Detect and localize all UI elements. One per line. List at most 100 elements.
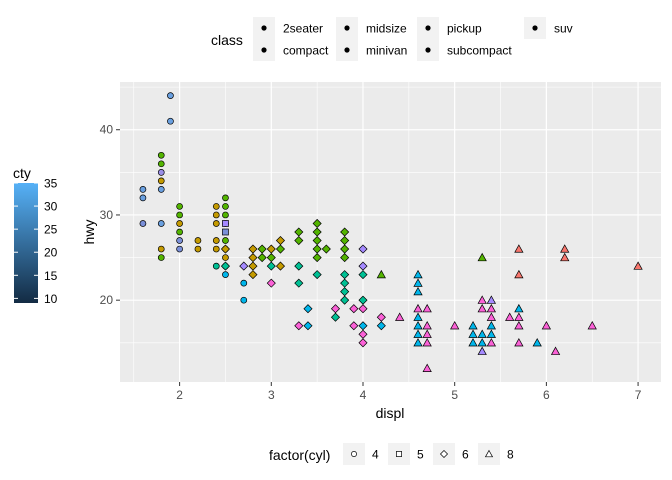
- data-point-cyl-8: [486, 303, 497, 313]
- data-point-cyl-6: [358, 304, 368, 314]
- data-point-cyl-4: [176, 203, 183, 210]
- data-point-cyl-8: [422, 320, 432, 330]
- legend-class-label: suv: [554, 22, 573, 36]
- data-point-cyl-8: [477, 295, 487, 304]
- data-point-cyl-4: [157, 160, 165, 168]
- data-point-cyl-8: [413, 320, 423, 330]
- data-point-cyl-8: [422, 303, 432, 313]
- y-tick-label: 20: [100, 293, 114, 307]
- data-point-cyl-8: [395, 312, 405, 321]
- data-point-cyl-8: [477, 346, 487, 355]
- data-point-cyl-8: [514, 269, 524, 279]
- data-point-cyl-4: [222, 237, 229, 244]
- data-point-cyl-4: [212, 220, 220, 227]
- data-point-cyl-4: [222, 254, 229, 261]
- data-point-cyl-5: [222, 220, 229, 227]
- data-point-cyl-6: [294, 261, 304, 271]
- y-tick-label: 30: [100, 208, 114, 222]
- data-point-cyl-8: [486, 295, 497, 304]
- data-point-cyl-4: [194, 237, 202, 244]
- data-point-cyl-6: [330, 312, 341, 322]
- data-point-cyl-8: [550, 346, 561, 355]
- data-point-cyl-8: [477, 303, 487, 313]
- data-point-cyl-4: [240, 279, 248, 287]
- data-point-cyl-4: [212, 211, 220, 219]
- legend-class-label: 2seater: [283, 22, 323, 36]
- data-point-cyl-4: [157, 177, 165, 185]
- data-point-cyl-4: [212, 245, 220, 253]
- data-point-cyl-4: [167, 117, 174, 125]
- data-point-cyl-4: [212, 262, 220, 270]
- data-point-cyl-8: [477, 338, 487, 347]
- legend-class-key: [532, 25, 538, 31]
- data-point-cyl-6: [312, 253, 322, 263]
- legend-cyl-key: [351, 451, 357, 457]
- data-point-cyl-8: [560, 252, 570, 262]
- data-point-cyl-8: [514, 244, 524, 253]
- data-point-cyl-8: [486, 338, 497, 347]
- x-axis-ticks: 2 3 4 5 6 7: [176, 382, 642, 402]
- data-point-cyl-6: [294, 278, 304, 288]
- data-point-cyl-8: [422, 338, 432, 347]
- cty-colorbar: [14, 183, 38, 303]
- data-point-cyl-6: [266, 261, 276, 271]
- data-point-cyl-4: [157, 186, 165, 193]
- legend-class-title: class: [211, 32, 243, 48]
- data-point-cyl-8: [514, 320, 524, 330]
- data-point-cyl-4: [157, 220, 165, 227]
- legend-cyl-key: [484, 449, 494, 458]
- data-point-cyl-6: [239, 261, 249, 271]
- data-point-cyl-8: [413, 338, 423, 347]
- data-point-cyl-6: [349, 304, 359, 314]
- data-point-cyl-8: [532, 338, 542, 347]
- cty-tick-label: 10: [44, 292, 58, 306]
- data-point-cyl-8: [422, 363, 432, 372]
- data-point-cyl-8: [541, 320, 552, 330]
- legend-cty-title: cty: [13, 165, 31, 181]
- data-point-cyl-8: [450, 320, 460, 330]
- data-point-cyl-4: [157, 254, 165, 261]
- y-tick-label: 40: [100, 123, 114, 137]
- data-point-cyl-8: [413, 286, 423, 296]
- legend-class-key: [425, 47, 431, 53]
- legend-class-key: [425, 25, 431, 31]
- legend-class-label: subcompact: [447, 44, 512, 58]
- x-axis-title: displ: [376, 405, 405, 421]
- data-point-cyl-4: [139, 220, 147, 227]
- cty-tick-label: 25: [44, 223, 58, 237]
- data-point-cyl-4: [176, 245, 183, 253]
- y-axis-title: hwy: [81, 220, 97, 245]
- legend-class-key: [261, 47, 267, 53]
- data-point-cyl-8: [514, 312, 524, 321]
- data-point-cyl-8: [413, 303, 423, 313]
- data-point-cyl-6: [303, 304, 313, 314]
- data-point-cyl-8: [477, 252, 487, 262]
- data-point-cyl-6: [312, 270, 322, 280]
- data-point-cyl-8: [486, 320, 497, 330]
- legend-class-label: midsize: [366, 22, 407, 36]
- data-point-cyl-6: [303, 321, 313, 331]
- data-point-cyl-6: [266, 278, 276, 288]
- legend-cyl-key: [439, 449, 449, 459]
- data-point-cyl-8: [376, 269, 386, 279]
- data-point-cyl-6: [376, 321, 386, 331]
- data-point-cyl-6: [358, 270, 368, 280]
- data-point-cyl-4: [176, 228, 183, 236]
- data-point-cyl-4: [139, 194, 147, 202]
- x-tick-label: 4: [360, 388, 367, 402]
- legend-cyl-label: 8: [507, 448, 514, 462]
- data-point-cyl-8: [560, 244, 570, 253]
- data-point-cyl-6: [358, 244, 368, 254]
- data-point-cyl-4: [212, 203, 220, 210]
- data-point-cyl-4: [176, 237, 183, 244]
- data-point-cyl-6: [220, 261, 230, 271]
- data-point-cyl-4: [222, 203, 229, 210]
- data-point-cyl-8: [514, 303, 524, 313]
- legend-class-key: [344, 25, 350, 31]
- plot-panel: [120, 82, 661, 382]
- data-point-cyl-8: [422, 329, 432, 338]
- data-point-cyl-8: [468, 320, 478, 330]
- legend-class-label: minivan: [366, 44, 407, 58]
- data-point-cyl-6: [358, 338, 368, 348]
